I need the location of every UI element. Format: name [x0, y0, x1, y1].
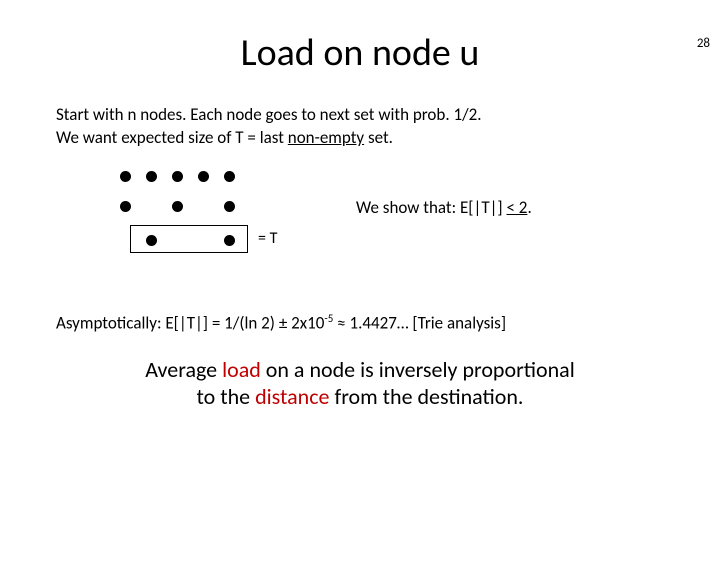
node-dot [172, 171, 183, 182]
node-dot [120, 171, 131, 182]
node-dot [224, 201, 235, 212]
intro-pre: Start with [56, 104, 127, 125]
c1-red: load [222, 356, 261, 383]
c1a: Average [145, 356, 222, 383]
asymptotic-text: Asymptotically: E[|T|] = 1/(ln 2) ± 2x10… [56, 312, 664, 334]
asymp-exp: -5 [324, 312, 333, 325]
node-dot [224, 235, 235, 246]
slide-title: Load on node u [0, 30, 720, 76]
intro-text: Start with n nodes. Each node goes to ne… [56, 104, 664, 149]
c2b: from the destination. [330, 383, 524, 410]
conclusion-line-1: Average load on a node is inversely prop… [80, 357, 640, 383]
intro-line-1: Start with n nodes. Each node goes to ne… [56, 104, 664, 125]
conclusion-line-2: to the distance from the destination. [80, 384, 640, 410]
c2-red: distance [255, 383, 329, 410]
c2a: to the [197, 383, 256, 410]
show-post: . [527, 197, 531, 218]
asymp-mid: 2x10 [287, 312, 324, 333]
asymp-pm: ± [279, 312, 287, 333]
show-text: We show that: E[|T|] < 2. [356, 197, 532, 218]
asymp-approx: ≈ [333, 312, 349, 333]
intro2-pre: We want expected size of T = last [56, 127, 288, 148]
asymp-pre: Asymptotically: E[|T|] = 1/(ln 2) [56, 312, 279, 333]
intro2-underlined: non-empty [288, 127, 364, 148]
node-dot [198, 171, 209, 182]
show-pre: We show that: E[|T|] [356, 197, 507, 218]
intro-post: nodes. Each node goes to next set with p… [136, 104, 481, 125]
conclusion-text: Average load on a node is inversely prop… [0, 357, 720, 410]
node-dot [224, 171, 235, 182]
dot-diagram: = T We show that: E[|T|] < 2. [106, 167, 720, 292]
page-number: 28 [697, 36, 710, 51]
node-dot [146, 235, 157, 246]
intro-line-2: We want expected size of T = last non-em… [56, 127, 664, 148]
intro2-post: set. [364, 127, 393, 148]
asymp-val: 1.4427… [Trie analysis] [349, 312, 506, 333]
show-lt: < 2 [507, 197, 528, 218]
t-label: = T [258, 229, 277, 248]
node-dot [120, 201, 131, 212]
node-dot [146, 171, 157, 182]
c1b: on a node is inversely proportional [261, 356, 575, 383]
node-dot [172, 201, 183, 212]
